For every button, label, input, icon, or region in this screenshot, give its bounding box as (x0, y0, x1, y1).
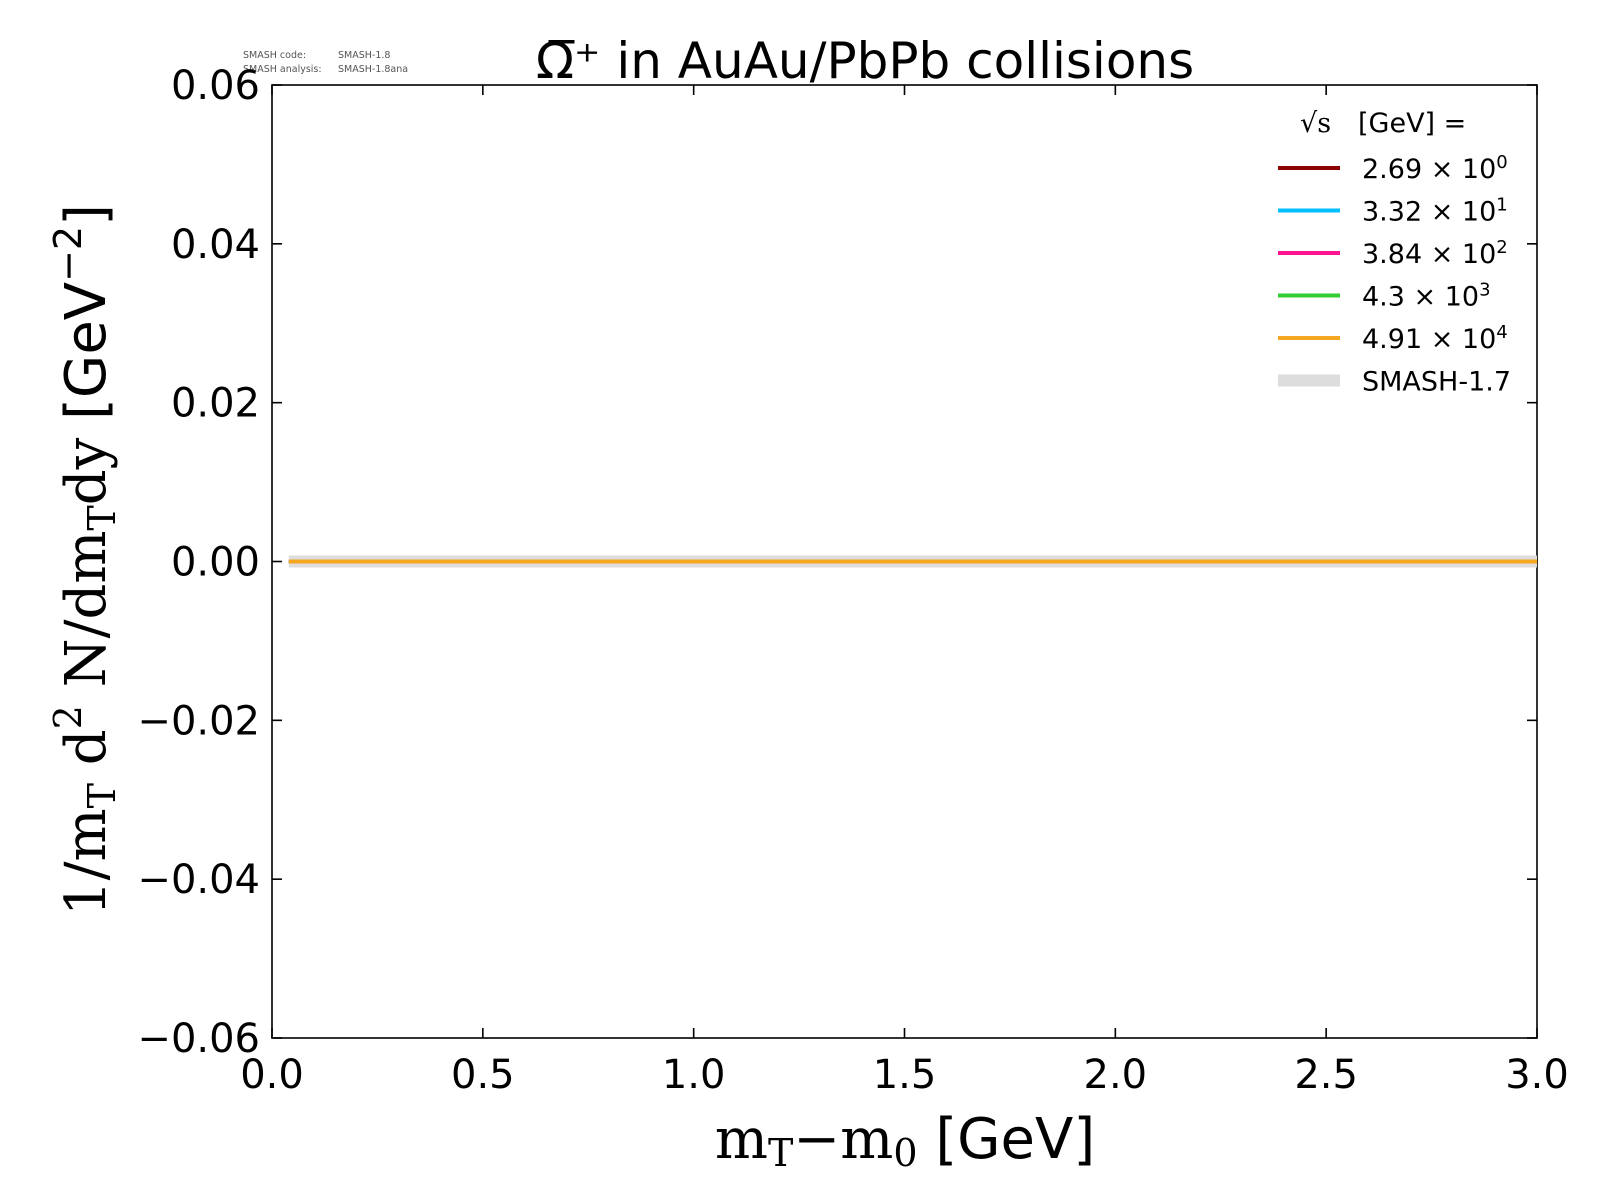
y-tick-label: −0.06 (137, 1016, 260, 1062)
meta-analysis-value: SMASH-1.8ana (338, 64, 408, 75)
y-tick-label: −0.04 (137, 857, 260, 903)
y-tick-label: 0.04 (171, 222, 260, 268)
legend-title-sqrt: √s (1300, 108, 1331, 139)
legend-title-text: [GeV] = (1358, 108, 1466, 139)
legend-entry-label: 4.91 × 104 (1362, 322, 1508, 355)
x-axis-label-text: mT−m0 [GeV] (715, 1107, 1095, 1175)
legend-entries: 2.69 × 100 3.32 × 101 3.84 × 102 4.3 × 103 4… (1278, 152, 1511, 398)
version-info: SMASH code: SMASH-1.8 SMASH analysis: SM… (243, 50, 408, 75)
x-tick-label: 1.0 (662, 1052, 726, 1098)
x-tick-label: 2.0 (1084, 1052, 1148, 1098)
y-axis-label-text: 1/mT d2 N/dmTdy [GeV−2] (46, 204, 124, 916)
x-axis-label: mT−m0 [GeV] (715, 1107, 1095, 1175)
legend: √s [GeV] = 2.69 × 100 3.32 × 101 3.84 × 10… (1278, 108, 1511, 398)
legend-entry-label: 3.32 × 101 (1362, 195, 1508, 228)
legend-entry-label: 3.84 × 102 (1362, 237, 1508, 270)
meta-code-label: SMASH code: (243, 50, 306, 61)
x-tick-label: 0.5 (451, 1052, 515, 1098)
chart-title: Ω̅⁺ in AuAu/PbPb collisions (536, 32, 1194, 90)
y-tick-label: −0.02 (137, 698, 260, 744)
y-tick-label: 0.00 (171, 540, 260, 586)
meta-code-value: SMASH-1.8 (338, 50, 390, 61)
meta-analysis-label: SMASH analysis: (243, 64, 322, 75)
y-tick-label: 0.06 (171, 63, 260, 109)
legend-title: √s [GeV] = (1300, 108, 1466, 139)
x-tick-label: 1.5 (873, 1052, 937, 1098)
legend-entry-reference: SMASH-1.7 (1362, 367, 1511, 398)
legend-entry-label: 2.69 × 100 (1362, 152, 1508, 185)
y-axis-label: 1/mT d2 N/dmTdy [GeV−2] (46, 204, 124, 916)
x-tick-label: 3.0 (1505, 1052, 1569, 1098)
x-tick-label: 2.5 (1294, 1052, 1358, 1098)
legend-entry-label: 4.3 × 103 (1362, 280, 1491, 313)
axis-ticks: 0.0 0.5 1.0 1.5 2.0 2.5 3.0 −0.06 −0.04 −0.02 0.00… (137, 63, 1568, 1098)
y-tick-label: 0.02 (171, 381, 260, 427)
x-tick-label: 0.0 (240, 1052, 304, 1098)
